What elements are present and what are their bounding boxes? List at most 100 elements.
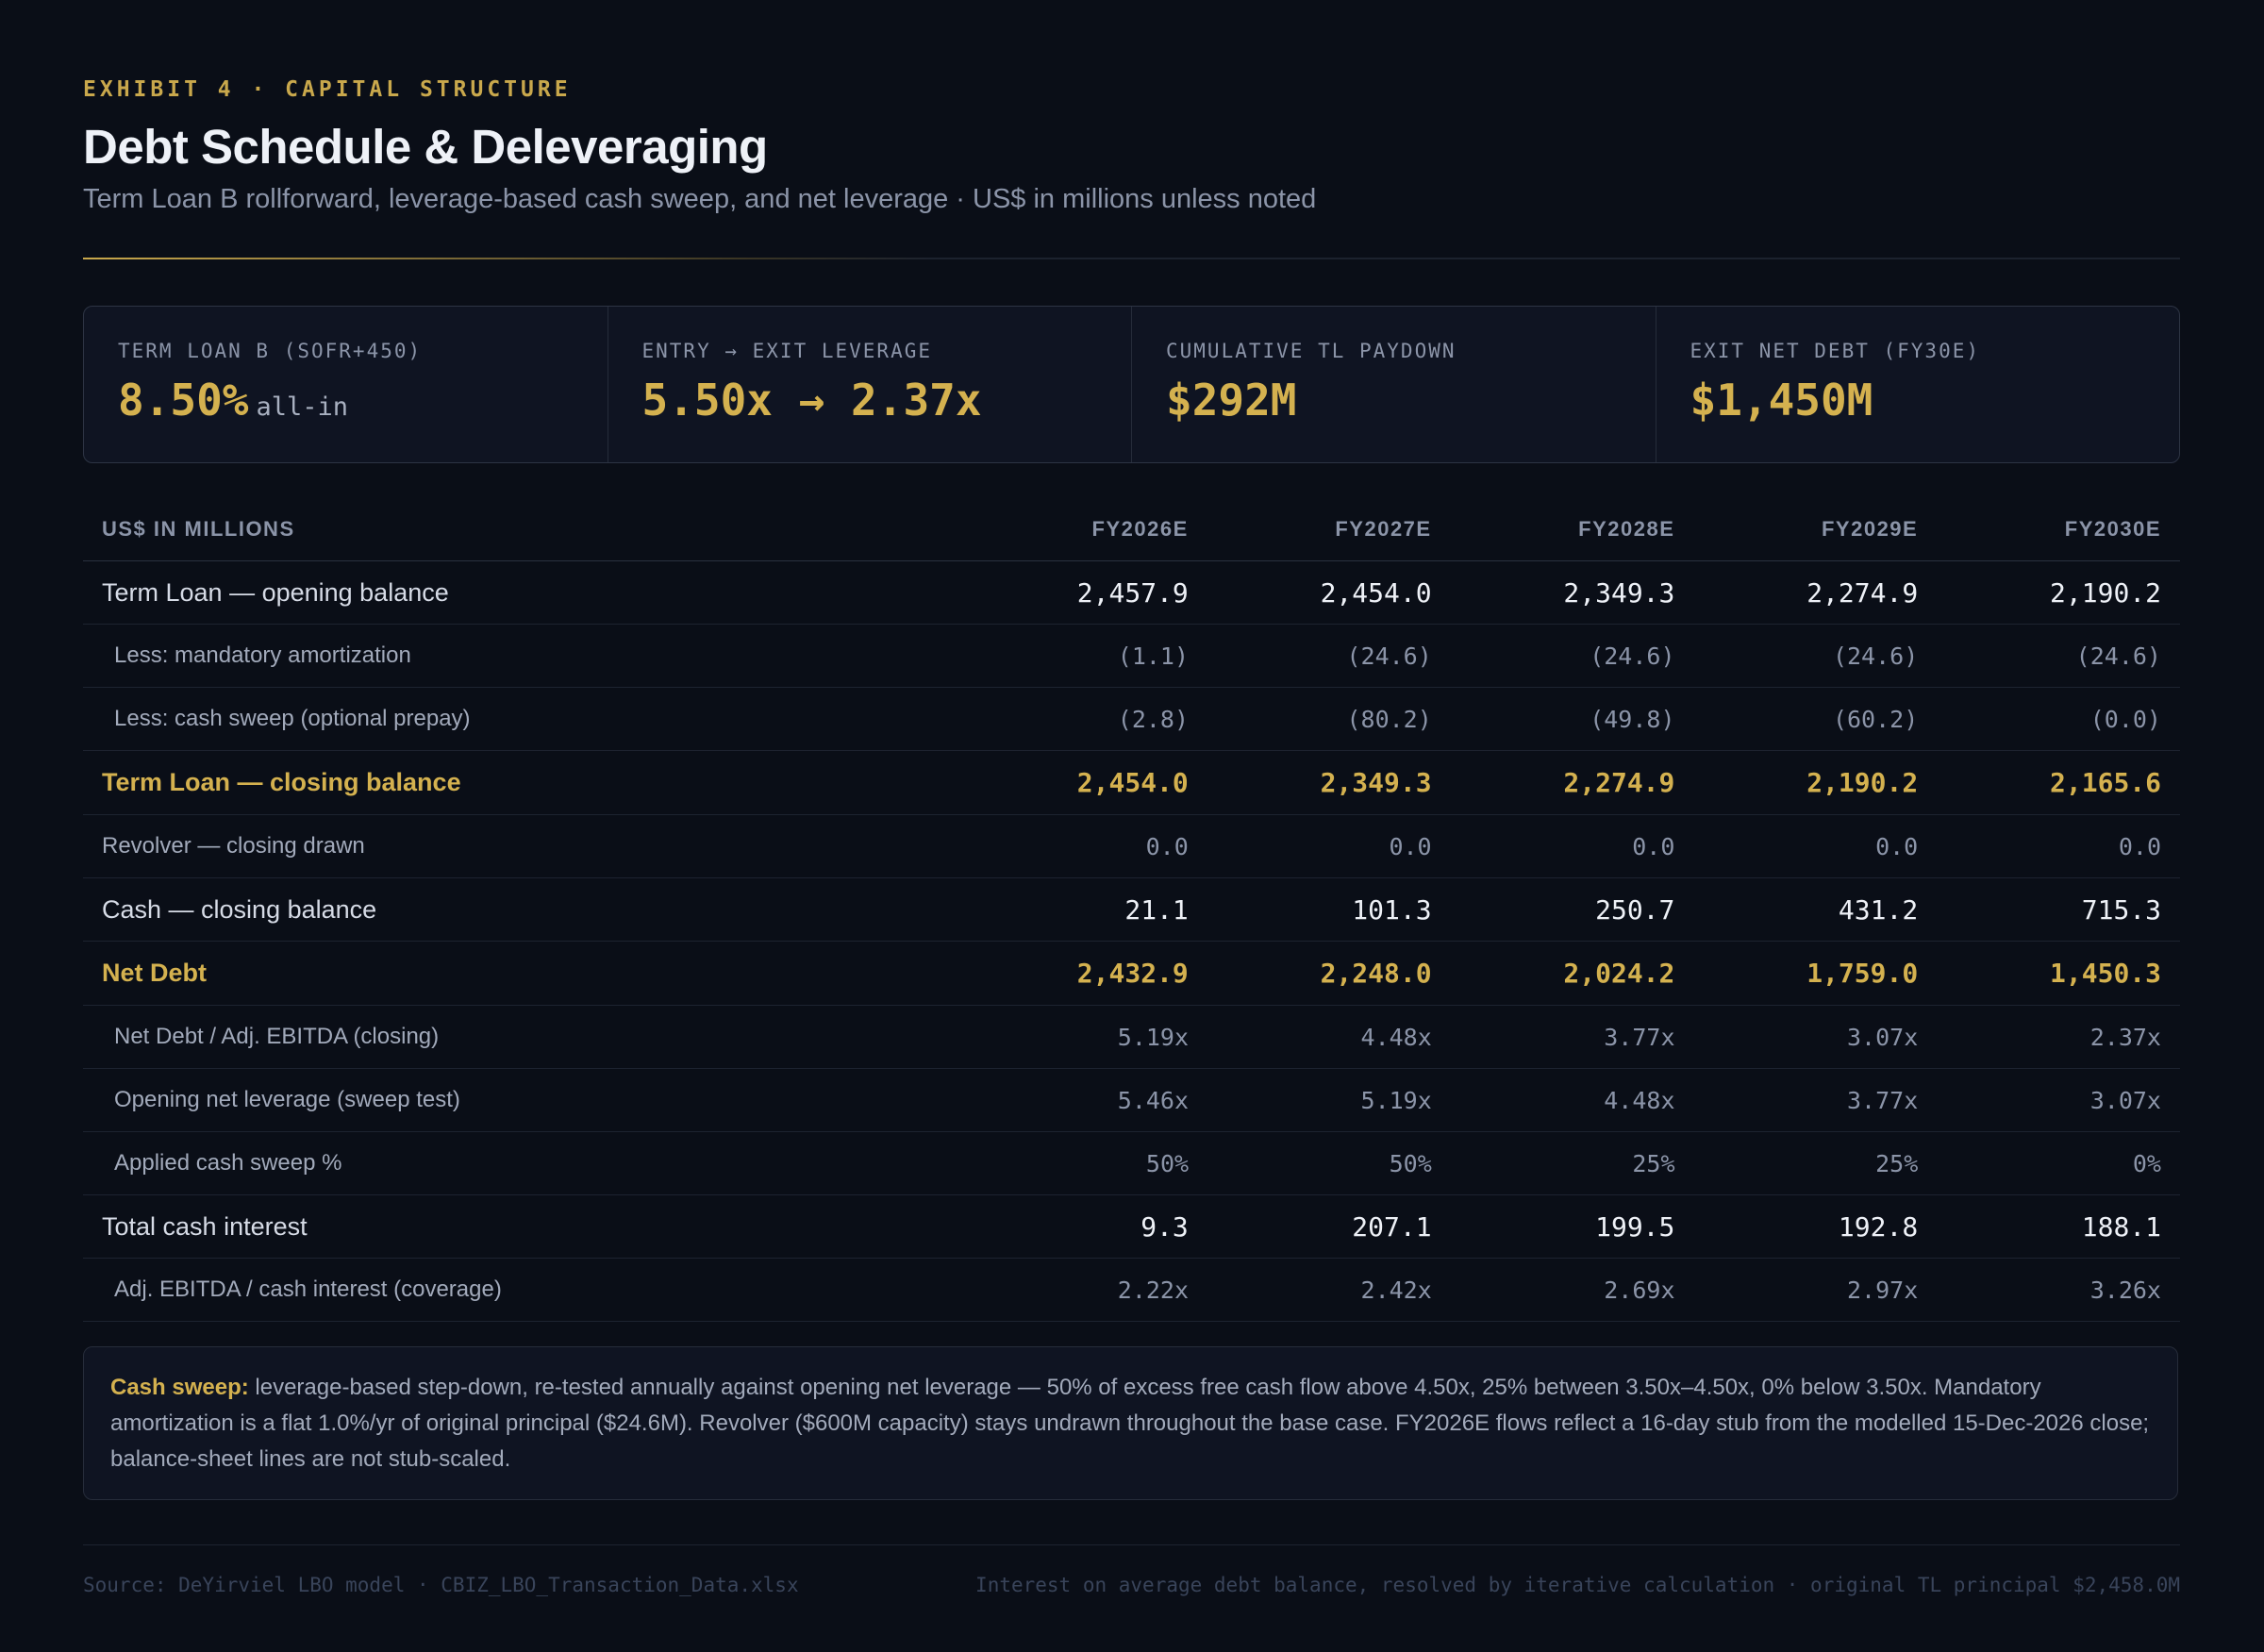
column-header-year: FY2028E: [1578, 517, 1675, 541]
cell-value: 5.46x: [1117, 1086, 1190, 1114]
kpi-label: EXIT NET DEBT (FY30E): [1690, 340, 1981, 362]
debt-schedule-table: US$ IN MILLIONS FY2026E FY2027E FY2028E …: [83, 498, 2180, 1322]
table-body: Term Loan — opening balance 2,457.9 2,454.…: [83, 561, 2180, 1322]
cash-sweep-note: Cash sweep: leverage-based step-down, re…: [83, 1346, 2178, 1500]
cell-value: 0.0: [1632, 832, 1675, 860]
row-label: Net Debt: [102, 959, 208, 987]
cell-value: (0.0): [2089, 705, 2161, 733]
cell-value: (2.8): [1117, 705, 1190, 733]
table-row: Term Loan — opening balance 2,457.9 2,454.…: [83, 561, 2180, 625]
header-divider: [83, 258, 2180, 259]
column-header-label: US$ IN MILLIONS: [102, 517, 295, 541]
cell-value: 1,450.3: [2050, 958, 2162, 989]
cell-value: 1,759.0: [1806, 958, 1919, 989]
cell-value: 101.3: [1352, 893, 1432, 926]
row-label: Opening net leverage (sweep test): [114, 1087, 460, 1112]
cell-value: 50%: [1145, 1149, 1190, 1177]
cell-value: 2,190.2: [1806, 767, 1919, 798]
cell-value: 199.5: [1595, 1210, 1675, 1243]
footer-method: Interest on average debt balance, resolv…: [975, 1574, 2180, 1596]
cell-value: (60.2): [1832, 705, 1919, 733]
cell-value: 2,165.6: [2050, 767, 2162, 798]
cell-value: 0.0: [1145, 832, 1189, 860]
column-header-year: FY2027E: [1335, 517, 1432, 541]
row-label: Less: mandatory amortization: [114, 642, 411, 668]
kpi-strip: TERM LOAN B (SOFR+450) 8.50% all-in ENTRY…: [83, 306, 2180, 463]
cell-value: 2,248.0: [1320, 958, 1432, 989]
cell-value: 5.19x: [1360, 1086, 1432, 1114]
cell-value: 2,190.2: [2050, 576, 2162, 609]
cell-value: 715.3: [2081, 893, 2162, 926]
cell-value: 3.77x: [1846, 1086, 1919, 1114]
table-header-row: US$ IN MILLIONS FY2026E FY2027E FY2028E …: [83, 498, 2180, 561]
table-row: Cash — closing balance 21.1 101.3 250.7 431.…: [83, 878, 2180, 942]
cell-value: (24.6): [1346, 642, 1432, 670]
column-header-year: FY2030E: [2064, 517, 2162, 541]
cell-value: 2,454.0: [1076, 767, 1189, 798]
column-header-year: FY2026E: [1091, 517, 1189, 541]
cell-value: (49.8): [1590, 705, 1675, 733]
table-row: Less: mandatory amortization (1.1) (24.6) (…: [83, 625, 2180, 688]
kpi-value-number: 8.50%: [118, 375, 249, 426]
table-row: Term Loan — closing balance 2,454.0 2,349.…: [83, 751, 2180, 815]
cell-value: (24.6): [2075, 642, 2161, 670]
cell-value: 2,349.3: [1563, 576, 1675, 609]
row-label: Term Loan — opening balance: [102, 577, 449, 607]
kpi-value: $1,450M: [1690, 375, 1873, 426]
cell-value: 3.07x: [2089, 1086, 2161, 1114]
cell-value: (80.2): [1346, 705, 1432, 733]
cell-value: 250.7: [1595, 893, 1675, 926]
kpi-tl-paydown: CUMULATIVE TL PAYDOWN $292M: [1132, 307, 1656, 462]
footer-source: Source: DeYirviel LBO model · CBIZ_LBO_T…: [83, 1574, 799, 1596]
cell-value: 2.37x: [2089, 1023, 2161, 1051]
cell-value: 4.48x: [1360, 1023, 1432, 1051]
kpi-label: TERM LOAN B (SOFR+450): [118, 340, 423, 362]
cell-value: 50%: [1389, 1149, 1432, 1177]
kpi-value: $292M: [1166, 375, 1297, 426]
cell-value: 0.0: [2118, 832, 2162, 860]
cell-value: (1.1): [1117, 642, 1190, 670]
cell-value: 2.97x: [1846, 1276, 1919, 1304]
table-row: Revolver — closing drawn 0.0 0.0 0.0 0.0 0.0: [83, 815, 2180, 878]
cell-value: 2.42x: [1360, 1276, 1432, 1304]
cell-value: 5.19x: [1117, 1023, 1190, 1051]
row-label: Net Debt / Adj. EBITDA (closing): [114, 1024, 440, 1049]
note-lead: Cash sweep:: [110, 1375, 249, 1400]
cell-value: 2,274.9: [1563, 767, 1675, 798]
note-text: leverage-based step-down, re-tested annu…: [110, 1375, 2150, 1472]
footer-divider: [83, 1544, 2180, 1545]
cell-value: (24.6): [1832, 642, 1919, 670]
table-row: Adj. EBITDA / cash interest (coverage) 2.…: [83, 1259, 2180, 1322]
cell-value: 3.07x: [1846, 1023, 1919, 1051]
kpi-label: CUMULATIVE TL PAYDOWN: [1166, 340, 1457, 362]
cell-value: (24.6): [1590, 642, 1675, 670]
cell-value: 2.22x: [1117, 1276, 1190, 1304]
table-row: Opening net leverage (sweep test) 5.46x 5.…: [83, 1069, 2180, 1132]
cell-value: 25%: [1875, 1149, 1919, 1177]
page-subtitle: Term Loan B rollforward, leverage-based …: [83, 184, 1317, 214]
row-label: Total cash interest: [102, 1211, 308, 1241]
row-label: Adj. EBITDA / cash interest (coverage): [114, 1277, 502, 1302]
table-row: Applied cash sweep % 50% 50% 25% 25% 0%: [83, 1132, 2180, 1195]
cell-value: 4.48x: [1604, 1086, 1675, 1114]
kpi-value: 5.50x → 2.37x: [641, 375, 982, 426]
cell-value: 0.0: [1875, 832, 1919, 860]
kpi-exit-net-debt: EXIT NET DEBT (FY30E) $1,450M: [1656, 307, 2180, 462]
cell-value: 192.8: [1838, 1210, 1919, 1243]
cell-value: 2,457.9: [1076, 576, 1189, 609]
cell-value: 0%: [2132, 1149, 2161, 1177]
cell-value: 0.0: [1389, 832, 1432, 860]
row-label: Revolver — closing drawn: [102, 833, 365, 859]
page-title: Debt Schedule & Deleveraging: [83, 120, 768, 174]
cell-value: 2,349.3: [1320, 767, 1432, 798]
cell-value: 3.77x: [1604, 1023, 1675, 1051]
cell-value: 9.3: [1140, 1210, 1189, 1243]
cell-value: 21.1: [1124, 893, 1189, 926]
column-header-year: FY2029E: [1821, 517, 1919, 541]
kpi-term-loan-rate: TERM LOAN B (SOFR+450) 8.50% all-in: [84, 307, 608, 462]
row-label: Term Loan — closing balance: [102, 768, 461, 796]
cell-value: 207.1: [1352, 1210, 1432, 1243]
cell-value: 25%: [1632, 1149, 1675, 1177]
cell-value: 2,024.2: [1563, 958, 1675, 989]
cell-value: 431.2: [1838, 893, 1919, 926]
